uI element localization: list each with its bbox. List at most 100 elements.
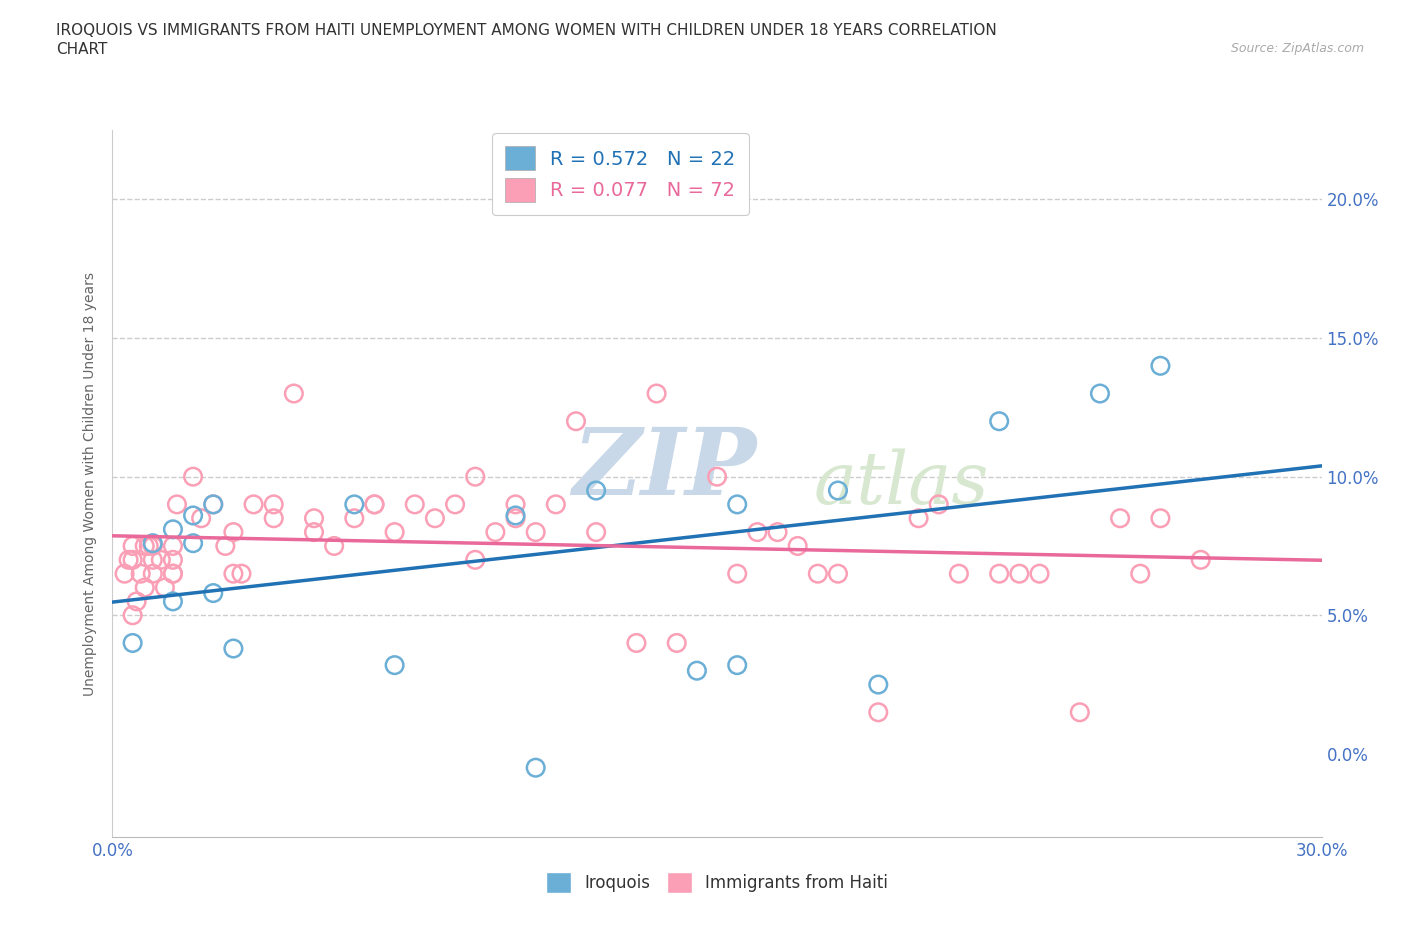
Point <box>181 536 204 551</box>
Point <box>404 497 426 512</box>
Point <box>786 538 808 553</box>
Point <box>725 658 748 672</box>
Point <box>725 566 748 581</box>
Point <box>125 594 148 609</box>
Point <box>162 552 184 567</box>
Point <box>868 677 890 692</box>
Legend: Iroquois, Immigrants from Haiti: Iroquois, Immigrants from Haiti <box>540 866 894 899</box>
Point <box>142 536 165 551</box>
Point <box>988 414 1011 429</box>
Point <box>222 525 245 539</box>
Point <box>134 580 156 595</box>
Point <box>747 525 769 539</box>
Point <box>384 658 406 672</box>
Point <box>242 497 264 512</box>
Point <box>505 508 527 523</box>
Y-axis label: Unemployment Among Women with Children Under 18 years: Unemployment Among Women with Children U… <box>83 272 97 696</box>
Point <box>484 525 506 539</box>
Point <box>444 497 467 512</box>
Point <box>827 483 849 498</box>
Point <box>162 538 184 553</box>
Point <box>363 497 385 512</box>
Point <box>231 566 253 581</box>
Point <box>524 760 547 775</box>
Point <box>181 470 204 485</box>
Point <box>1008 566 1031 581</box>
Text: IROQUOIS VS IMMIGRANTS FROM HAITI UNEMPLOYMENT AMONG WOMEN WITH CHILDREN UNDER 1: IROQUOIS VS IMMIGRANTS FROM HAITI UNEMPL… <box>56 23 997 38</box>
Point <box>222 566 245 581</box>
Text: atlas: atlas <box>814 448 990 519</box>
Point <box>1088 386 1111 401</box>
Point <box>129 566 152 581</box>
Point <box>423 511 446 525</box>
Point <box>121 635 143 650</box>
Point <box>190 511 212 525</box>
Point <box>544 497 567 512</box>
Point <box>149 552 172 567</box>
Point <box>214 538 236 553</box>
Point <box>464 552 486 567</box>
Point <box>142 552 165 567</box>
Point <box>202 586 225 601</box>
Point <box>827 566 849 581</box>
Point <box>114 566 136 581</box>
Point <box>117 552 139 567</box>
Point <box>565 414 588 429</box>
Point <box>1109 511 1132 525</box>
Point <box>134 538 156 553</box>
Point <box>142 566 165 581</box>
Point <box>585 525 607 539</box>
Point <box>725 497 748 512</box>
Point <box>121 538 143 553</box>
Point <box>162 566 184 581</box>
Point <box>162 566 184 581</box>
Text: CHART: CHART <box>56 42 108 57</box>
Point <box>302 511 325 525</box>
Point <box>706 470 728 485</box>
Point <box>343 511 366 525</box>
Point <box>524 525 547 539</box>
Point <box>121 608 143 623</box>
Point <box>1149 511 1171 525</box>
Point <box>585 483 607 498</box>
Point <box>948 566 970 581</box>
Point <box>626 635 648 650</box>
Point <box>1149 358 1171 373</box>
Point <box>988 566 1011 581</box>
Point <box>665 635 688 650</box>
Point <box>868 705 890 720</box>
Point <box>323 538 346 553</box>
Point <box>1129 566 1152 581</box>
Point <box>222 641 245 656</box>
Point <box>181 508 204 523</box>
Point <box>1028 566 1050 581</box>
Point <box>153 580 176 595</box>
Point <box>766 525 789 539</box>
Point <box>142 538 165 553</box>
Point <box>302 525 325 539</box>
Point <box>162 594 184 609</box>
Point <box>283 386 305 401</box>
Point <box>202 497 225 512</box>
Point <box>202 497 225 512</box>
Text: Source: ZipAtlas.com: Source: ZipAtlas.com <box>1230 42 1364 55</box>
Point <box>645 386 668 401</box>
Text: ZIP: ZIP <box>572 424 756 514</box>
Point <box>1189 552 1212 567</box>
Point <box>166 497 188 512</box>
Point <box>363 497 385 512</box>
Point <box>928 497 950 512</box>
Point <box>505 497 527 512</box>
Point <box>263 511 285 525</box>
Point <box>505 511 527 525</box>
Point <box>384 525 406 539</box>
Point <box>162 522 184 537</box>
Point <box>263 497 285 512</box>
Point <box>807 566 830 581</box>
Point <box>1069 705 1091 720</box>
Point <box>907 511 929 525</box>
Point <box>686 663 709 678</box>
Point <box>138 538 160 553</box>
Point <box>343 497 366 512</box>
Point <box>464 470 486 485</box>
